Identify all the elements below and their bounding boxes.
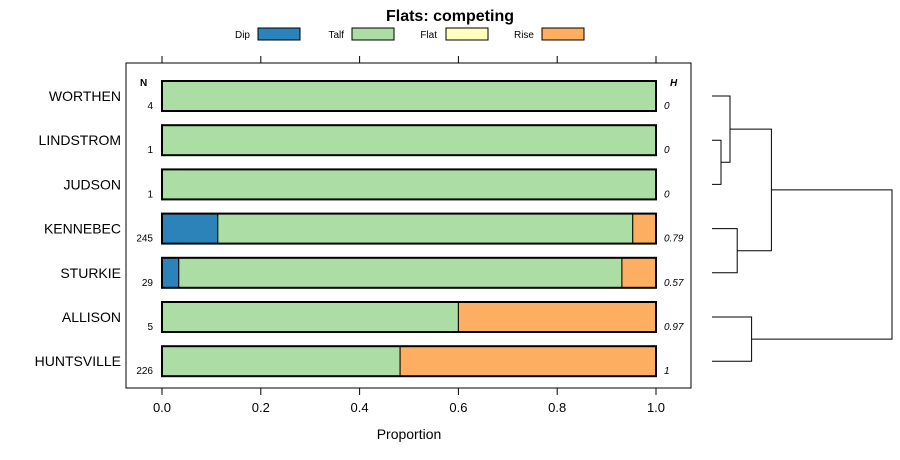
dendrogram-branch bbox=[712, 228, 738, 274]
bar-outline bbox=[161, 256, 657, 289]
legend-label-flat: Flat bbox=[420, 30, 437, 41]
bar-outline bbox=[161, 301, 657, 333]
n-value: 226 bbox=[136, 366, 153, 377]
n-value: 245 bbox=[136, 234, 153, 245]
legend: Dip Talf Flat Rise bbox=[235, 27, 585, 41]
legend-swatch-rise bbox=[541, 27, 585, 41]
dendrogram-branch bbox=[751, 189, 893, 340]
bar-outline bbox=[161, 124, 657, 157]
plot-frame bbox=[125, 62, 692, 389]
bars bbox=[161, 80, 657, 378]
dendrogram-branch bbox=[712, 316, 753, 362]
category-label: ALLISON bbox=[62, 309, 121, 325]
category-label: LINDSTROM bbox=[39, 132, 121, 148]
bar-segment-talf bbox=[217, 213, 634, 245]
h-value: 0 bbox=[664, 189, 670, 200]
h-value: 1 bbox=[664, 366, 670, 377]
x-tick-label: 1.0 bbox=[647, 400, 665, 415]
x-tick-label: 0.2 bbox=[252, 400, 270, 415]
legend-swatch-flat bbox=[445, 27, 489, 41]
bar-outline bbox=[161, 345, 657, 378]
n-value: 1 bbox=[147, 189, 153, 200]
n-value: 5 bbox=[147, 322, 153, 333]
dendrogram-branch bbox=[730, 128, 772, 252]
x-axis: 0.0 0.2 0.4 0.6 0.8 1.0 bbox=[153, 56, 665, 415]
bar-segment-dip bbox=[161, 257, 180, 289]
bar-segment-rise bbox=[621, 257, 657, 289]
bar-segment-talf bbox=[161, 301, 459, 333]
dendrogram-branch bbox=[712, 139, 722, 185]
category-label: JUDSON bbox=[63, 176, 121, 192]
legend-label-talf: Talf bbox=[328, 30, 344, 41]
chart-title: Flats: competing bbox=[386, 8, 514, 25]
bar-outline bbox=[161, 80, 657, 112]
n-value: 4 bbox=[147, 101, 153, 112]
legend-label-rise: Rise bbox=[514, 30, 534, 41]
legend-label-dip: Dip bbox=[235, 30, 250, 41]
x-tick-label: 0.0 bbox=[153, 400, 171, 415]
h-header: H bbox=[670, 78, 678, 89]
bar-outline bbox=[161, 212, 657, 245]
bar-segment-talf bbox=[161, 345, 401, 377]
category-labels: WORTHEN LINDSTROM JUDSON KENNEBEC STURKIE ALL… bbox=[35, 88, 121, 369]
bar-segment-rise bbox=[632, 213, 657, 245]
legend-swatch-dip bbox=[257, 27, 301, 41]
h-value: 0 bbox=[664, 101, 670, 112]
h-value: 0.97 bbox=[664, 322, 684, 333]
category-label: HUNTSVILLE bbox=[35, 353, 121, 369]
bar-segment-talf bbox=[161, 124, 657, 156]
bar-segment-dip bbox=[161, 213, 219, 245]
bar-segment-rise bbox=[399, 345, 657, 377]
h-value: 0.57 bbox=[664, 278, 684, 289]
bar-segment-talf bbox=[161, 168, 657, 200]
h-value: 0.79 bbox=[664, 234, 684, 245]
bar-segment-talf bbox=[178, 257, 623, 289]
bar-segment-talf bbox=[161, 80, 657, 112]
side-annotations: N H 4 1 1 245 29 5 226 0 0 0 0.79 0.57 0.97 1 bbox=[136, 78, 684, 377]
x-tick-label: 0.4 bbox=[351, 400, 369, 415]
x-tick-label: 0.8 bbox=[548, 400, 566, 415]
x-tick-label: 0.6 bbox=[449, 400, 467, 415]
category-label: STURKIE bbox=[60, 265, 121, 281]
dendrogram bbox=[712, 95, 893, 362]
h-value: 0 bbox=[664, 145, 670, 156]
legend-swatch-talf bbox=[351, 27, 395, 41]
category-label: KENNEBEC bbox=[44, 221, 121, 237]
x-axis-title: Proportion bbox=[377, 426, 442, 442]
n-value: 29 bbox=[142, 278, 154, 289]
bar-outline bbox=[161, 168, 657, 201]
category-label: WORTHEN bbox=[49, 88, 121, 104]
n-header: N bbox=[140, 78, 147, 89]
n-value: 1 bbox=[147, 145, 153, 156]
bar-segment-rise bbox=[457, 301, 657, 333]
